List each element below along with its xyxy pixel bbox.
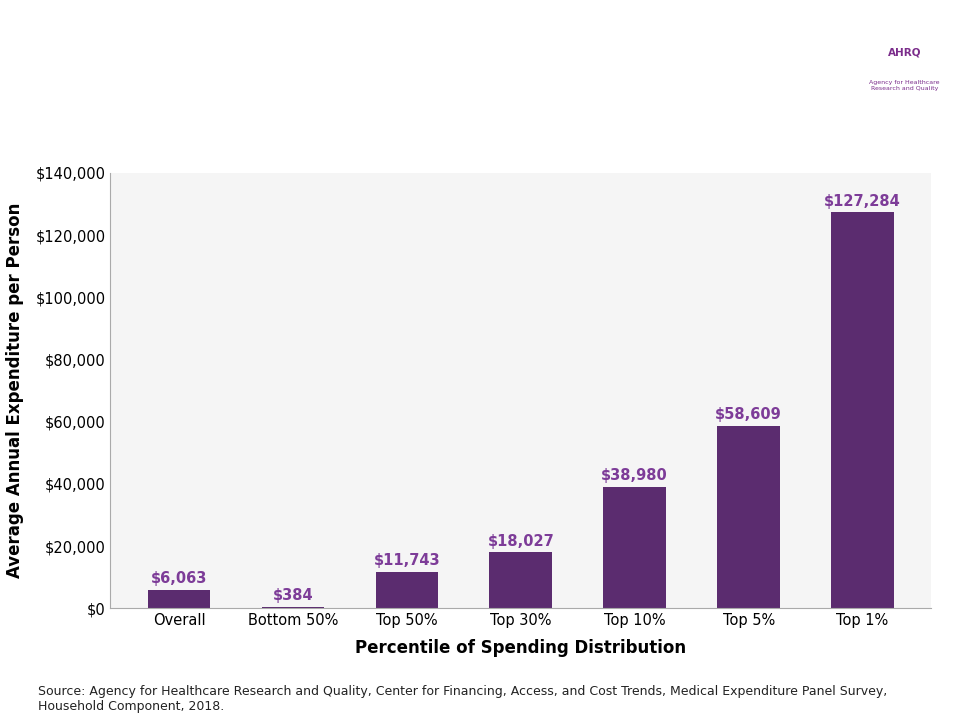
Y-axis label: Average Annual Expenditure per Person: Average Annual Expenditure per Person (7, 203, 24, 578)
Bar (262, 607, 324, 608)
Bar (604, 487, 666, 608)
Text: $11,743: $11,743 (373, 553, 441, 568)
Text: Figure 2: Mean total expenditure per person by
percentile of spending, 2018: Figure 2: Mean total expenditure per per… (77, 34, 749, 91)
Text: Source: Agency for Healthcare Research and Quality, Center for Financing, Access: Source: Agency for Healthcare Research a… (38, 685, 888, 713)
Bar (717, 426, 780, 608)
Text: Agency for Healthcare
Research and Quality: Agency for Healthcare Research and Quali… (869, 80, 940, 91)
Text: $127,284: $127,284 (825, 194, 900, 209)
Text: $384: $384 (273, 588, 313, 603)
Bar (490, 552, 552, 608)
Text: $38,980: $38,980 (601, 469, 668, 483)
Text: AHRQ: AHRQ (888, 48, 921, 58)
Bar (831, 212, 894, 608)
X-axis label: Percentile of Spending Distribution: Percentile of Spending Distribution (355, 639, 686, 657)
Text: $58,609: $58,609 (715, 408, 782, 423)
Text: $18,027: $18,027 (488, 534, 554, 549)
Text: $6,063: $6,063 (151, 571, 207, 586)
Ellipse shape (832, 4, 957, 149)
Bar (375, 572, 438, 608)
Bar (148, 590, 210, 608)
